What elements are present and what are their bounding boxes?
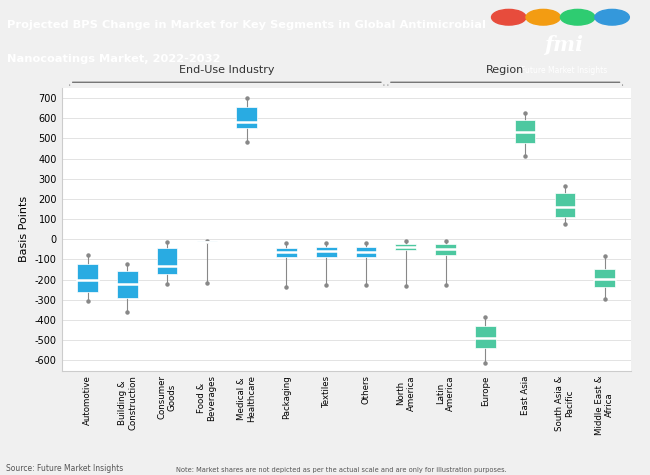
Bar [196,241,217,242]
Bar [276,248,297,257]
Bar [117,271,138,298]
Bar [475,326,496,348]
Bar [554,193,575,217]
Text: Region: Region [486,65,525,75]
Bar [515,120,536,143]
Bar [157,248,177,274]
Bar [237,107,257,128]
Text: Note: Market shares are not depicted as per the actual scale and are only for il: Note: Market shares are not depicted as … [176,466,506,473]
Text: Source: Future Market Insights: Source: Future Market Insights [6,464,124,473]
Text: End-Use Industry: End-Use Industry [179,65,274,75]
Bar [594,268,615,287]
Text: fmi: fmi [545,36,584,56]
Text: Projected BPS Change in Market for Key Segments in Global Antimicrobial: Projected BPS Change in Market for Key S… [7,20,486,30]
Bar [436,244,456,256]
Bar [77,264,98,292]
Text: Future Market Insights: Future Market Insights [521,66,607,75]
Bar [316,247,337,257]
Bar [356,247,376,257]
Circle shape [491,10,526,25]
Circle shape [526,10,560,25]
Circle shape [560,10,595,25]
Y-axis label: Basis Points: Basis Points [20,196,29,262]
Bar [395,244,416,250]
Text: Nanocoatings Market, 2022-2032: Nanocoatings Market, 2022-2032 [7,54,220,64]
Circle shape [595,10,629,25]
